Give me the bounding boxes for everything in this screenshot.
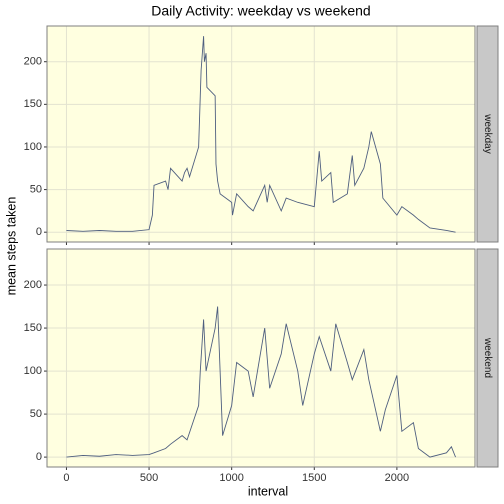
- y-axis-title: mean steps taken: [4, 197, 18, 296]
- y-tick-label: 0: [36, 226, 42, 238]
- x-tick-label: 0: [63, 472, 69, 484]
- panel: [47, 26, 475, 242]
- x-axis-title: interval: [248, 484, 288, 498]
- panel-border: [46, 248, 476, 468]
- y-tick-label: 50: [30, 183, 42, 195]
- panel: [47, 249, 475, 467]
- x-tick-label: 500: [140, 472, 158, 484]
- y-tick-label: 200: [24, 279, 42, 291]
- x-tick-label: 2000: [385, 472, 409, 484]
- y-tick-label: 100: [24, 365, 42, 377]
- panel-border: [46, 25, 476, 243]
- strip: [476, 25, 499, 243]
- line-series: [66, 306, 456, 458]
- y-tick-label: 0: [36, 451, 42, 463]
- y-tick-label: 100: [24, 141, 42, 153]
- strip-text: weekend: [482, 337, 493, 378]
- strip-text: weekday: [482, 113, 493, 153]
- line-series: [66, 36, 456, 233]
- y-tick-label: 200: [24, 56, 42, 68]
- y-tick-label: 150: [24, 98, 42, 110]
- x-tick-label: 1500: [302, 472, 326, 484]
- y-tick-label: 50: [30, 408, 42, 420]
- y-tick-label: 150: [24, 322, 42, 334]
- x-tick-label: 1000: [219, 472, 243, 484]
- strip: [476, 248, 499, 468]
- chart-title: Daily Activity: weekday vs weekend: [151, 3, 370, 19]
